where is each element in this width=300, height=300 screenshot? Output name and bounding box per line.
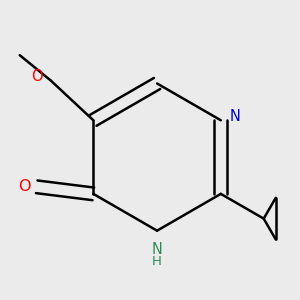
Text: N: N [152, 242, 163, 256]
Text: N: N [230, 109, 240, 124]
Text: O: O [18, 179, 30, 194]
Text: H: H [152, 255, 162, 268]
Text: O: O [31, 69, 43, 84]
